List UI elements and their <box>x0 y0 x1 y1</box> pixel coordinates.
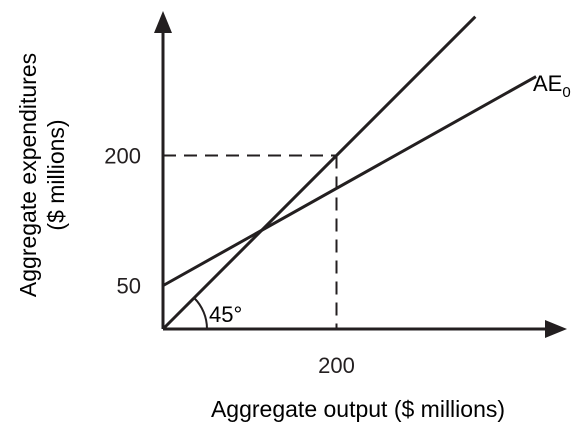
series-label-ae0-subscript: 0 <box>562 84 570 101</box>
series-label-ae0-main: AE <box>533 71 562 96</box>
y-axis-title-line1: Aggregate expenditures <box>15 53 41 297</box>
x-axis-title: Aggregate output ($ millions) <box>211 396 505 422</box>
series-line-forty-five-degree-line <box>161 15 477 331</box>
y-axis-arrow <box>154 11 172 33</box>
angle-label: 45° <box>209 302 242 327</box>
series-line-ae0 <box>162 75 537 287</box>
series-label-ae0: AE0 <box>533 71 571 101</box>
x-tick-label-200: 200 <box>318 353 355 378</box>
y-tick-label-200: 200 <box>104 144 141 169</box>
x-axis-arrow <box>545 320 567 338</box>
y-tick-label-50: 50 <box>117 274 141 299</box>
angle-arc <box>193 297 208 330</box>
y-axis-title-line2: ($ millions) <box>43 119 69 230</box>
